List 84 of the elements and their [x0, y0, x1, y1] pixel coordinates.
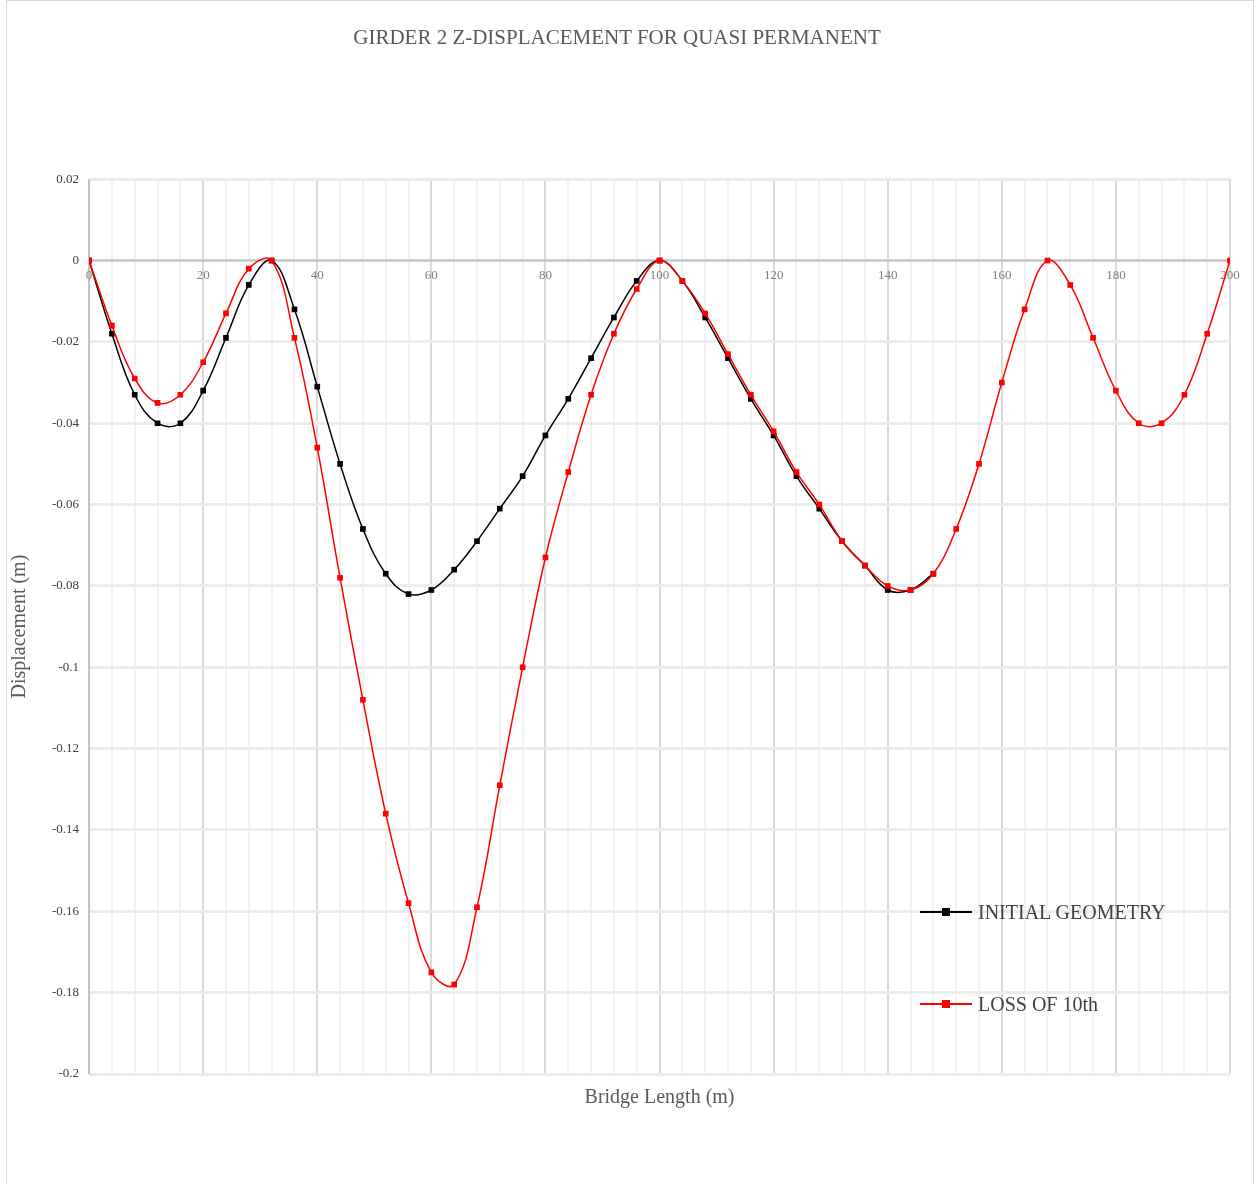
y-tick-label: -0.1 [58, 658, 80, 674]
x-tick-label: 180 [1106, 267, 1126, 283]
y-tick-label: -0.02 [51, 333, 80, 349]
y-tick-label: -0.18 [51, 984, 80, 1000]
point [177, 420, 184, 427]
point [382, 810, 389, 817]
chart-title: GIRDER 2 Z-DISPLACEMENT FOR QUASI PERMANENT [353, 25, 881, 50]
x-tick-label: 160 [992, 267, 1012, 283]
point [131, 391, 138, 398]
point [884, 583, 891, 589]
y-tick-label: -0.04 [51, 414, 80, 430]
y-tick-label: 0 [72, 251, 80, 267]
point [451, 981, 457, 988]
point [519, 473, 526, 479]
point [611, 314, 617, 321]
point [200, 387, 206, 394]
y-tick-label: -0.06 [51, 496, 80, 511]
point [314, 444, 321, 451]
x-tick-label: 100 [649, 267, 670, 283]
point [291, 335, 298, 341]
point [588, 355, 594, 361]
point [633, 278, 640, 284]
point [816, 501, 823, 508]
point [474, 904, 480, 911]
point [314, 383, 321, 390]
point [405, 900, 412, 906]
point [177, 391, 184, 398]
point [382, 570, 389, 577]
point [360, 696, 366, 703]
point [1067, 282, 1074, 288]
x-tick-label: 60 [424, 267, 438, 283]
point [474, 538, 480, 545]
x-tick-label: 140 [877, 267, 898, 283]
point [245, 265, 252, 272]
y-axis-title: Displacement (m) [7, 554, 31, 699]
point [223, 335, 229, 341]
point [1135, 420, 1142, 427]
point [1090, 335, 1096, 341]
point [565, 469, 572, 475]
point [337, 574, 343, 581]
y-tick-label: 0.02 [56, 170, 80, 186]
point [976, 461, 982, 467]
point [953, 526, 960, 532]
point [451, 566, 457, 573]
point [519, 664, 526, 671]
point [223, 310, 229, 317]
point [702, 310, 709, 317]
point [747, 391, 754, 398]
point [428, 587, 435, 593]
point [405, 591, 412, 597]
y-tick-label: -0.14 [51, 821, 80, 837]
legend-label: INITIAL GEOMETRY [978, 900, 1166, 924]
point [1158, 420, 1165, 427]
y-tick-label: -0.16 [51, 902, 80, 918]
point [337, 461, 343, 467]
point [725, 351, 731, 357]
y-tick-label: -0.12 [51, 740, 80, 756]
y-tick-label: -0.08 [51, 577, 80, 593]
point [1204, 330, 1211, 337]
point [360, 526, 366, 532]
point [200, 359, 206, 366]
point [633, 286, 640, 292]
point [998, 379, 1005, 386]
x-tick-label: 80 [538, 267, 552, 283]
point [154, 420, 161, 427]
point [1113, 387, 1119, 394]
point [496, 505, 503, 512]
point [565, 396, 572, 402]
legend-label: LOSS OF 10th [978, 992, 1099, 1016]
point [428, 969, 435, 976]
point [496, 782, 503, 789]
y-tick-label: -0.2 [58, 1065, 80, 1081]
point [588, 391, 594, 398]
point [245, 282, 252, 288]
point [109, 322, 115, 329]
x-tick-label: 120 [763, 267, 784, 283]
point [1181, 391, 1188, 398]
point [154, 400, 161, 406]
x-tick-label: 20 [196, 267, 210, 283]
x-axis-title: Bridge Length (m) [584, 1085, 735, 1109]
point [611, 330, 617, 337]
x-tick-label: 40 [310, 267, 324, 283]
point [793, 469, 800, 475]
point [131, 375, 138, 382]
